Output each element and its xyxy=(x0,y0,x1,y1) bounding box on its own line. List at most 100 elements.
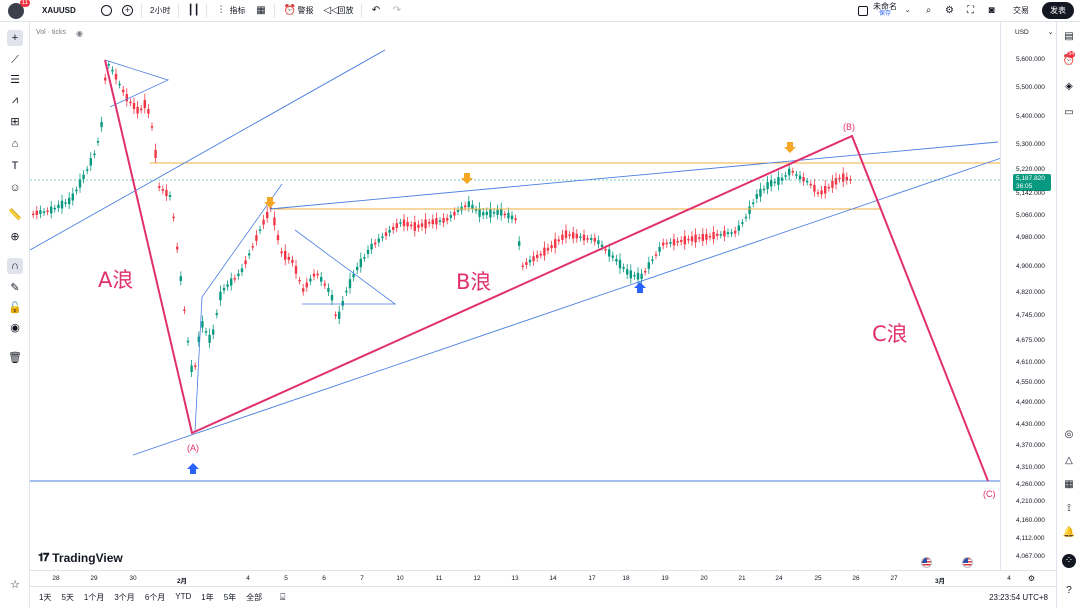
chevron-down-icon[interactable]: ⌄ xyxy=(1047,29,1054,36)
candle-body xyxy=(586,238,589,240)
alerts-icon[interactable]: ⏰ 54 xyxy=(1062,51,1076,66)
range-button[interactable]: 3个月 xyxy=(114,593,135,602)
clock[interactable]: 23:23:54 UTC+8 xyxy=(989,593,1048,602)
time-tick-label: 14 xyxy=(549,575,557,582)
chart-type-button[interactable]: ┃┃ xyxy=(182,0,203,22)
watchlist-add-button[interactable] xyxy=(96,0,117,22)
layout-button[interactable]: 未命名 保存 ⌄ xyxy=(853,0,918,22)
help-icon[interactable]: ? xyxy=(1066,585,1072,596)
snapshot-button[interactable]: ◙ xyxy=(981,0,1002,22)
trash-icon[interactable]: 🗑 xyxy=(8,352,22,364)
candle-body xyxy=(676,240,679,243)
trade-button[interactable]: 交易 xyxy=(1013,6,1029,15)
redo-button[interactable]: ↷ xyxy=(386,0,407,22)
ruler-tool-icon[interactable]: 📏 xyxy=(8,209,22,221)
text-tool-icon[interactable]: T xyxy=(11,160,19,172)
currency-label[interactable]: USD xyxy=(1015,29,1029,36)
broadcast-icon[interactable]: ⟟ xyxy=(1067,503,1071,514)
price-tick-label: 5,500.000 xyxy=(1016,84,1045,91)
fullscreen-button[interactable]: ⛶ xyxy=(960,0,981,22)
zoom-tool-icon[interactable]: ⊕ xyxy=(10,231,20,243)
price-chart[interactable] xyxy=(29,22,1011,570)
arrow-up-marker xyxy=(634,282,646,293)
range-button[interactable]: 5天 xyxy=(61,593,74,602)
crosshair-icon[interactable]: + xyxy=(7,30,23,46)
time-tick-label: 4 xyxy=(246,575,250,582)
chart-pane[interactable] xyxy=(29,22,1011,570)
range-button[interactable]: YTD xyxy=(175,592,192,601)
candle-body xyxy=(741,222,744,224)
user-avatar[interactable]: 11 xyxy=(8,0,30,19)
candle-body xyxy=(384,232,388,237)
replay-button[interactable]: ◁◁ 回放 xyxy=(318,0,358,22)
arrow-down-marker xyxy=(784,142,796,153)
calendar-icon[interactable]: ▦ xyxy=(1064,479,1074,490)
indicators-button[interactable]: ⫶ 指标 xyxy=(210,0,250,22)
range-button[interactable]: 1天 xyxy=(39,593,52,602)
range-button[interactable]: 全部 xyxy=(246,593,263,602)
arrow-down-marker xyxy=(461,173,473,184)
pattern-tool-icon[interactable]: ⩘ xyxy=(11,94,19,106)
candle-body xyxy=(503,213,506,216)
undo-button[interactable]: ↶ xyxy=(365,0,386,22)
us-flag-icon[interactable] xyxy=(962,557,973,568)
interval-button[interactable]: 2小时 xyxy=(150,6,171,15)
candle-body xyxy=(75,189,78,192)
layers-icon[interactable]: ◈ xyxy=(1065,81,1073,92)
time-axis[interactable]: ⚙ 28 29 30 2月 4 5 6 7 10 11 12 13 14 17 18 19 20 21 24 25 26… xyxy=(30,570,1056,586)
candle-body xyxy=(323,283,326,286)
range-button[interactable]: 6个月 xyxy=(144,593,166,602)
trendline xyxy=(132,154,1011,456)
alarm-icon: ⏰ xyxy=(283,5,296,16)
range-button[interactable]: 1年 xyxy=(201,593,214,602)
eye-icon[interactable]: ◉ xyxy=(76,29,83,38)
time-tick-label: 27 xyxy=(890,575,898,582)
shapes-tool-icon[interactable]: ⌂ xyxy=(11,138,19,150)
pattern-icon[interactable]: △ xyxy=(1065,455,1073,466)
time-tick-label: 18 xyxy=(622,575,630,582)
templates-button[interactable]: ▦ xyxy=(250,0,271,22)
bell-icon[interactable]: 🔔 xyxy=(1062,527,1076,538)
date-range-icon[interactable]: ⌸ xyxy=(279,592,286,602)
range-button[interactable]: 5年 xyxy=(223,593,237,602)
candle-body xyxy=(402,219,406,227)
candle-body xyxy=(734,230,737,234)
eye-icon[interactable]: ◉ xyxy=(10,322,20,334)
candle-body xyxy=(334,314,337,316)
candle-body xyxy=(687,238,690,241)
watchlist-icon[interactable]: ▤ xyxy=(1064,31,1074,42)
symbol-search[interactable]: XAUUSD xyxy=(42,6,76,15)
candle-body xyxy=(388,229,391,233)
candle-body xyxy=(658,247,661,252)
star-icon[interactable]: ☆ xyxy=(10,579,20,591)
publish-button[interactable]: 发表 xyxy=(1042,2,1074,19)
settings-button[interactable]: ⚙ xyxy=(939,0,960,22)
trendline-tool-icon[interactable]: ⟋ xyxy=(11,54,19,66)
chat-icon[interactable]: ▭ xyxy=(1064,107,1074,118)
candle-body xyxy=(251,246,254,248)
tradingview-logo[interactable]: 𝟏𝟕 TradingView xyxy=(38,551,123,565)
magnet-tool-icon[interactable]: ∩ xyxy=(7,258,23,274)
target-icon[interactable]: ◎ xyxy=(1064,429,1074,440)
candle-body xyxy=(320,276,323,282)
notification-badge: 11 xyxy=(19,0,30,7)
emoji-tool-icon[interactable]: ☺ xyxy=(9,182,21,194)
candle-body xyxy=(287,256,290,260)
fib-tool-icon[interactable]: ☰ xyxy=(10,74,20,86)
candle-body xyxy=(784,175,787,177)
compare-button[interactable]: + xyxy=(117,0,138,22)
candle-body xyxy=(406,221,409,227)
us-flag-icon[interactable] xyxy=(921,557,932,568)
lock-icon[interactable]: 🔓 xyxy=(8,302,22,314)
time-tick-label: 6 xyxy=(322,575,326,582)
price-axis[interactable]: USD ⌄ 5,187.820 36:05 5,600.000 5,500.000… xyxy=(1000,22,1056,570)
alert-button[interactable]: ⏰ 警报 xyxy=(278,0,318,22)
apps-icon[interactable]: ⁘ xyxy=(1062,554,1076,568)
volume-legend[interactable]: Vol · ticks xyxy=(36,29,66,36)
range-button[interactable]: 1个月 xyxy=(83,593,105,602)
lock-drawing-icon[interactable]: ✎ xyxy=(10,282,20,294)
forecast-tool-icon[interactable]: ⊞ xyxy=(10,116,20,128)
candle-body xyxy=(500,208,503,216)
gear-icon[interactable]: ⚙ xyxy=(1027,574,1036,583)
quick-search-button[interactable]: ⌕ xyxy=(918,0,939,22)
